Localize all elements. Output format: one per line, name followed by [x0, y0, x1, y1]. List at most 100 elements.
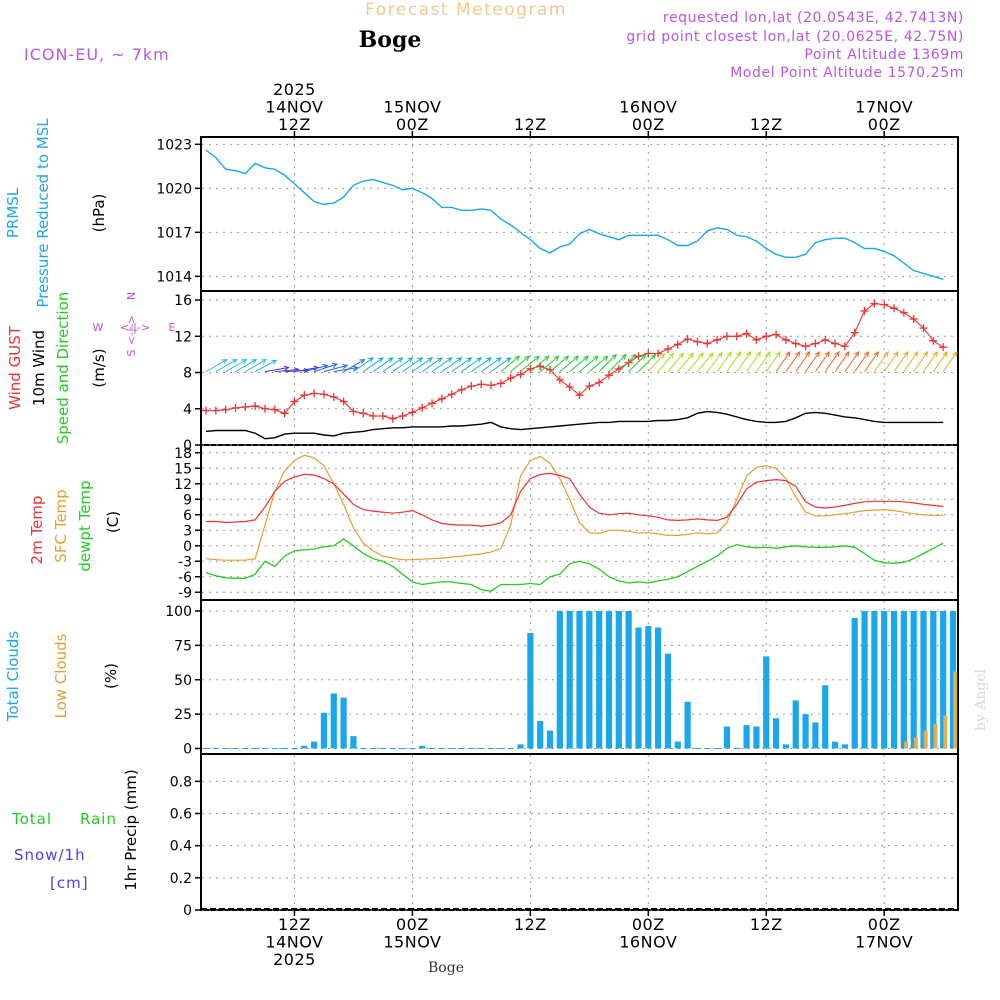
gust-marker — [870, 299, 879, 308]
gust-marker — [270, 405, 279, 414]
total-cloud-bar — [605, 611, 613, 749]
low-cloud-bar — [923, 730, 928, 749]
wind-direction-arrow — [736, 351, 751, 372]
top-time-label: 17NOV — [855, 98, 913, 117]
pressure-tick-label: 1014 — [156, 269, 192, 285]
wind-arrow-head — [417, 357, 424, 363]
gust-marker — [231, 403, 240, 412]
wind-arrow-head — [765, 351, 771, 357]
gust-marker — [555, 375, 564, 384]
pressure-tick-label: 1023 — [156, 137, 192, 153]
wind-arrow-head — [446, 357, 453, 363]
bottom-time-label: 12Z — [750, 915, 783, 934]
bottom-time-label: 14NOV — [265, 933, 323, 952]
wind-arrow-head — [678, 352, 685, 359]
gust-marker — [211, 406, 220, 415]
gust-marker — [585, 382, 594, 391]
temp-2m-line — [206, 472, 944, 527]
wind-arrow-head — [785, 351, 791, 357]
temp-sfc-label: SFC Temp — [52, 489, 70, 562]
wind-direction-arrow — [313, 363, 338, 373]
bottom-time-label: 12Z — [514, 915, 547, 934]
compass-n: N — [125, 292, 138, 300]
wind-direction-arrow — [795, 351, 810, 372]
low-cloud-bar — [933, 723, 938, 749]
wind-dir-label: Speed and Direction — [54, 292, 72, 445]
wind-arrow-head — [640, 353, 647, 360]
clouds-low-label: Low Clouds — [52, 633, 70, 718]
wind-direction-arrow — [883, 351, 899, 372]
clouds-total-label: Total Clouds — [4, 631, 22, 723]
wind-arrow-head — [922, 351, 929, 357]
wind-direction-arrow — [451, 357, 472, 373]
wind-direction-arrow — [549, 355, 569, 373]
total-cloud-bar — [301, 745, 308, 749]
wind-direction-arrow — [421, 357, 443, 373]
top-time-label: 00Z — [632, 115, 665, 134]
wind-arrow-head — [932, 351, 938, 357]
top-time-label: 12Z — [750, 115, 783, 134]
wind-direction-arrow — [805, 351, 820, 372]
wind-arrow-head — [486, 357, 492, 363]
wind-direction-arrow — [638, 354, 656, 372]
total-cloud-bar — [645, 626, 652, 749]
total-cloud-bar — [940, 611, 947, 749]
wind-arrow-head — [427, 357, 434, 363]
gust-marker — [673, 340, 682, 349]
plot-layer: 10141017102010230481216-9-6-303691215180… — [156, 80, 959, 969]
clouds-tick-label: 25 — [174, 707, 192, 723]
wind-direction-arrow — [589, 355, 609, 373]
point-altitude: Point Altitude 1369m — [804, 47, 964, 63]
gust-marker — [595, 378, 604, 387]
gust-marker — [447, 390, 456, 399]
wind-direction-arrow — [618, 354, 637, 372]
gust-marker — [349, 407, 358, 416]
gust-marker — [487, 381, 496, 390]
gust-marker — [762, 332, 771, 341]
wind-arrow-head — [903, 351, 909, 357]
wind-direction-arrow — [500, 355, 520, 373]
footer-location: Boge — [428, 960, 464, 976]
watermark: by Angel — [973, 668, 989, 731]
wind-arrow-head — [524, 355, 530, 361]
gust-marker — [418, 403, 427, 412]
bottom-time-label: 17NOV — [855, 933, 913, 952]
wind-arrow-head — [476, 357, 483, 363]
wind-arrow-head — [271, 359, 278, 365]
gust-marker — [575, 391, 584, 400]
total-cloud-bar — [635, 627, 642, 749]
wind-direction-arrow — [382, 357, 403, 373]
bottom-time-label: 00Z — [632, 915, 665, 934]
total-cloud-bar — [723, 726, 731, 749]
wind-direction-arrow — [441, 357, 462, 373]
total-cloud-bar — [664, 653, 672, 749]
gust-marker — [880, 300, 889, 309]
pressure-tick-label: 1020 — [156, 181, 192, 197]
wind-direction-arrow — [913, 351, 928, 372]
gust-marker — [506, 373, 515, 382]
gust-marker — [300, 391, 309, 400]
gust-marker — [457, 385, 466, 394]
wind-direction-arrow — [785, 351, 801, 372]
wind-direction-arrow — [274, 369, 299, 373]
low-cloud-bar — [904, 741, 909, 749]
top-time-label: 15NOV — [383, 98, 441, 117]
app-title: Forecast Meteogram — [365, 0, 567, 20]
gust-marker — [929, 336, 938, 345]
wind-arrow-head — [795, 351, 801, 357]
wind-tick-label: 8 — [183, 366, 192, 382]
wind-direction-arrow — [539, 355, 559, 373]
wind-arrow-head — [775, 351, 781, 357]
wind-tick-label: 12 — [174, 329, 192, 345]
wind-arrow-head — [563, 355, 570, 361]
pressure-line — [205, 149, 944, 280]
compass-e: E — [169, 321, 176, 334]
temp-tick-label: -3 — [178, 554, 192, 570]
location-title: Boge — [359, 27, 422, 53]
total-cloud-bar — [655, 627, 662, 749]
wind-direction-arrow — [824, 351, 840, 372]
temp-tick-label: 12 — [174, 477, 192, 493]
total-cloud-bar — [881, 611, 888, 749]
wind-arrow-head — [543, 355, 550, 361]
